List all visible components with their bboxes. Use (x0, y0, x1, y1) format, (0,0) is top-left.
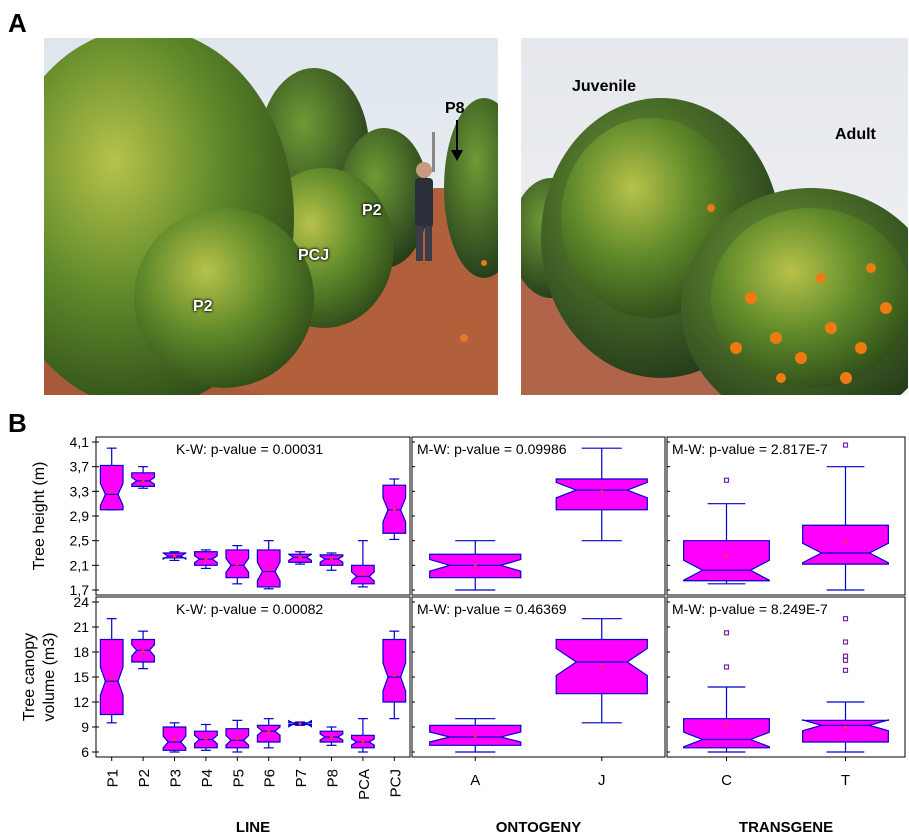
y-tick-label: 2,1 (70, 557, 90, 573)
x-tick-label: P5 (230, 769, 247, 787)
mean-marker (172, 737, 177, 742)
p-value-annotation: M-W: p-value = 0.09986 (417, 441, 567, 457)
x-tick-label: P2 (136, 769, 153, 787)
mean-marker (392, 673, 396, 677)
x-tick-label: P8 (325, 769, 342, 787)
x-tick-label: C (721, 772, 732, 789)
label-p8: P8 (445, 100, 465, 117)
y-tick-label: 3,3 (70, 483, 90, 499)
arrow-down-icon (451, 120, 463, 161)
x-axis-label: TRANSGENE (739, 819, 833, 836)
mean-marker (267, 730, 271, 734)
y-tick-label: 3,7 (70, 459, 90, 475)
y-tick-label: 2,9 (70, 508, 90, 524)
outlier-point (842, 657, 849, 663)
box (683, 540, 770, 582)
y-tick-label: 1,7 (70, 582, 90, 598)
box (802, 719, 889, 743)
outlier-point (723, 664, 730, 670)
y-tick-label: 15 (73, 669, 89, 685)
p-value-annotation: M-W: p-value = 0.46369 (417, 601, 567, 617)
x-tick-label: T (841, 772, 850, 789)
x-axis-label: LINE (236, 819, 270, 836)
x-tick-label: PCA (356, 769, 373, 800)
mean-marker (110, 489, 114, 493)
mean-marker (267, 566, 271, 571)
y-tick-label: 2,5 (70, 533, 90, 549)
mean-marker (473, 734, 477, 738)
mean-marker (329, 557, 334, 561)
y-axis-label: volume (m3) (41, 633, 58, 722)
y-axis-label: Tree canopy (21, 633, 38, 721)
box (99, 638, 124, 716)
x-tick-label: P1 (105, 769, 122, 787)
mean-marker (298, 722, 302, 726)
y-tick-label: 6 (81, 744, 89, 760)
mean-marker (204, 557, 208, 561)
mean-marker (298, 555, 302, 559)
photo-orchard-lines (44, 38, 498, 395)
box (802, 524, 889, 565)
mean-marker (473, 563, 477, 567)
label-adult: Adult (835, 126, 876, 143)
mean-marker (141, 649, 145, 653)
boxplot-figure: 1,7 2,1 2,5 2,9 3,3 3,7 4,1 Tree height (m) K-W:… (21, 434, 906, 836)
x-tick-label: P3 (168, 769, 185, 787)
label-pcj: PCJ (298, 247, 330, 264)
mean-marker (724, 723, 729, 727)
y-tick-label: 18 (73, 644, 89, 660)
label-juvenile: Juvenile (572, 78, 637, 95)
mean-marker (110, 677, 114, 681)
mean-marker (235, 562, 239, 566)
x-tick-label: P6 (262, 769, 279, 787)
mean-marker (204, 737, 208, 741)
outlier-point (723, 630, 730, 636)
mean-marker (141, 479, 145, 483)
box (683, 718, 770, 749)
p-value-annotation: K-W: p-value = 0.00031 (176, 441, 323, 457)
mean-marker (361, 739, 365, 743)
outlier-point (842, 667, 849, 673)
outlier-point (842, 639, 849, 645)
mean-marker (843, 725, 848, 729)
y-axis-label: Tree height (m) (31, 462, 48, 571)
x-tick-label: PCJ (387, 769, 404, 797)
mean-marker (843, 540, 848, 544)
x-axis-label: ONTOGENY (496, 819, 582, 836)
mean-marker (724, 554, 729, 558)
mean-marker (235, 737, 239, 741)
label-p2-far: P2 (362, 202, 382, 219)
p-value-annotation: M-W: p-value = 2.817E-7 (672, 441, 828, 457)
outlier-point (842, 653, 849, 659)
panel-label-a: A (8, 8, 27, 38)
outlier-point (723, 477, 730, 483)
mean-marker (600, 489, 604, 493)
outlier-point (842, 442, 849, 448)
y-tick-label: 21 (73, 619, 89, 635)
photo-juvenile-adult (521, 38, 908, 395)
p-value-annotation: M-W: p-value = 8.249E-7 (672, 601, 828, 617)
label-p2-near: P2 (193, 298, 213, 315)
x-tick-label: J (598, 772, 606, 789)
y-tick-label: 12 (73, 694, 89, 710)
mean-marker (361, 571, 365, 575)
mean-marker (329, 735, 334, 739)
x-tick-label: A (470, 772, 480, 789)
mean-marker (600, 664, 604, 668)
mean-marker (392, 508, 396, 512)
y-tick-label: 9 (81, 719, 89, 735)
box (555, 478, 648, 511)
x-tick-label: P4 (199, 769, 216, 787)
outlier-point (842, 616, 849, 622)
box (99, 464, 124, 511)
mean-marker (172, 554, 177, 558)
x-tick-label: P7 (293, 769, 310, 787)
box (382, 638, 407, 703)
box (256, 724, 281, 743)
y-tick-label: 24 (73, 594, 89, 610)
p-value-annotation: K-W: p-value = 0.00082 (176, 601, 323, 617)
panel-label-b: B (8, 408, 27, 438)
y-tick-label: 4,1 (70, 434, 90, 450)
